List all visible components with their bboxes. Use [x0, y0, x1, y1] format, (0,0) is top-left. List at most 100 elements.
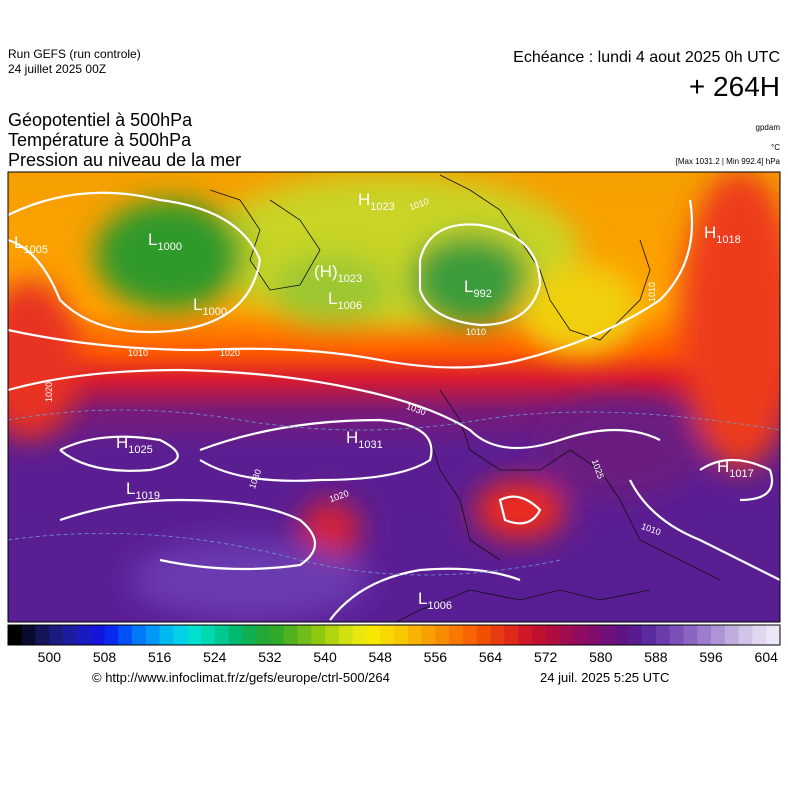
pressure-center: (H)1023	[314, 262, 362, 285]
center-value: 1025	[128, 444, 152, 456]
source-link[interactable]: © http://www.infoclimat.fr/z/gefs/europe…	[92, 670, 390, 685]
colorbar-swatch	[325, 625, 340, 645]
colorbar-swatch	[145, 625, 160, 645]
unit-label: gpdam	[756, 123, 781, 132]
colorbar-swatch	[766, 625, 781, 645]
colorbar-swatch	[283, 625, 298, 645]
pressure-center: L1005	[14, 233, 48, 256]
center-letter: L	[126, 479, 135, 498]
colorbar-swatch	[187, 625, 202, 645]
colorbar-swatch	[104, 625, 119, 645]
colorbar-frame	[7, 624, 781, 646]
center-letter: H	[717, 457, 729, 476]
center-letter: H	[346, 428, 358, 447]
pressure-center: L1006	[418, 589, 452, 612]
colorbar-swatch	[559, 625, 574, 645]
colorbar-swatch	[159, 625, 174, 645]
field-title: Pression au niveau de la mer	[8, 150, 241, 170]
colorbar-swatch	[118, 625, 133, 645]
colorbar-tick-label: 580	[589, 649, 613, 665]
center-letter: L	[418, 589, 427, 608]
valid-time: Echéance : lundi 4 aout 2025 0h UTC	[513, 49, 780, 66]
map	[8, 172, 780, 622]
colorbar-swatch	[724, 625, 739, 645]
run-name: Run GEFS (run controle)	[8, 47, 141, 61]
colorbar-swatch	[752, 625, 767, 645]
map-frame	[7, 171, 781, 623]
colorbar-swatch	[518, 625, 533, 645]
unit-label: [Max 1031.2 | Min 992.4] hPa	[676, 157, 781, 166]
pressure-center: H1018	[704, 223, 741, 246]
center-value: 1017	[729, 468, 753, 480]
center-letter: L	[14, 233, 23, 252]
field-title: Température à 500hPa	[8, 130, 192, 150]
colorbar-swatch	[490, 625, 505, 645]
colorbar-tick-label: 548	[369, 649, 393, 665]
colorbar-swatch	[435, 625, 450, 645]
colorbar-swatch	[614, 625, 629, 645]
colorbar-swatch	[201, 625, 216, 645]
center-value: 1023	[370, 201, 394, 213]
colorbar-swatch	[297, 625, 312, 645]
colorbar-tick-label: 596	[699, 649, 723, 665]
colorbar-swatch	[228, 625, 243, 645]
pressure-center: L1019	[126, 479, 160, 502]
colorbar-swatch	[545, 625, 560, 645]
center-letter: H	[358, 190, 370, 209]
center-letter: L	[193, 295, 202, 314]
colorbar-swatch	[587, 625, 602, 645]
pressure-center: L1000	[193, 295, 227, 318]
colorbar-tick-label: 516	[148, 649, 172, 665]
colorbar-swatch	[642, 625, 657, 645]
colorbar-swatch	[380, 625, 395, 645]
colorbar-swatch	[269, 625, 285, 645]
colorbar-tick-label: 508	[93, 649, 117, 665]
colorbar-swatch	[669, 625, 684, 645]
colorbar-swatch	[683, 625, 698, 645]
colorbar-swatch	[573, 625, 588, 645]
colorbar-tick-label: 500	[38, 649, 62, 665]
colorbar-tick-label: 524	[203, 649, 227, 665]
center-value: 1006	[337, 300, 361, 312]
colorbar-swatch	[256, 625, 271, 645]
pressure-center: H1025	[116, 433, 153, 456]
colorbar-swatch	[628, 625, 643, 645]
colorbar-swatch	[35, 625, 50, 645]
pressure-center: L992	[464, 277, 492, 300]
center-value: 992	[473, 288, 491, 300]
colorbar-swatch	[504, 625, 519, 645]
colorbar-swatch	[311, 625, 326, 645]
contour-label: 1010	[647, 282, 657, 302]
center-value: 1000	[202, 306, 226, 318]
center-letter: L	[328, 289, 337, 308]
colorbar-swatch	[394, 625, 409, 645]
colorbar-swatch	[63, 625, 78, 645]
colorbar-swatch	[242, 625, 257, 645]
pressure-center: H1017	[717, 457, 754, 480]
colorbar-swatch	[655, 625, 671, 645]
pressure-center: H1023	[358, 190, 395, 213]
contour-label: 1010	[466, 327, 486, 337]
center-value: 1031	[358, 439, 382, 451]
contour-label: 1020	[44, 382, 54, 402]
center-letter: L	[464, 277, 473, 296]
colorbar-swatch	[697, 625, 712, 645]
colorbar-tick-label: 564	[479, 649, 503, 665]
center-value: 1018	[716, 234, 740, 246]
colorbar-swatch	[214, 625, 229, 645]
colorbar-swatch	[173, 625, 188, 645]
run-date: 24 juillet 2025 00Z	[8, 62, 106, 76]
colorbar-tick-label: 532	[258, 649, 282, 665]
center-letter: (H)	[314, 262, 338, 281]
colorbar-swatch	[600, 625, 615, 645]
colorbar-swatch	[132, 625, 147, 645]
center-letter: H	[704, 223, 716, 242]
colorbar-swatch	[531, 625, 546, 645]
lead-time: + 264H	[689, 71, 780, 102]
center-value: 1019	[135, 490, 159, 502]
unit-label: °C	[771, 143, 780, 152]
colorbar-swatch	[449, 625, 464, 645]
colorbar-swatch	[90, 625, 105, 645]
field-title: Géopotentiel à 500hPa	[8, 110, 193, 130]
